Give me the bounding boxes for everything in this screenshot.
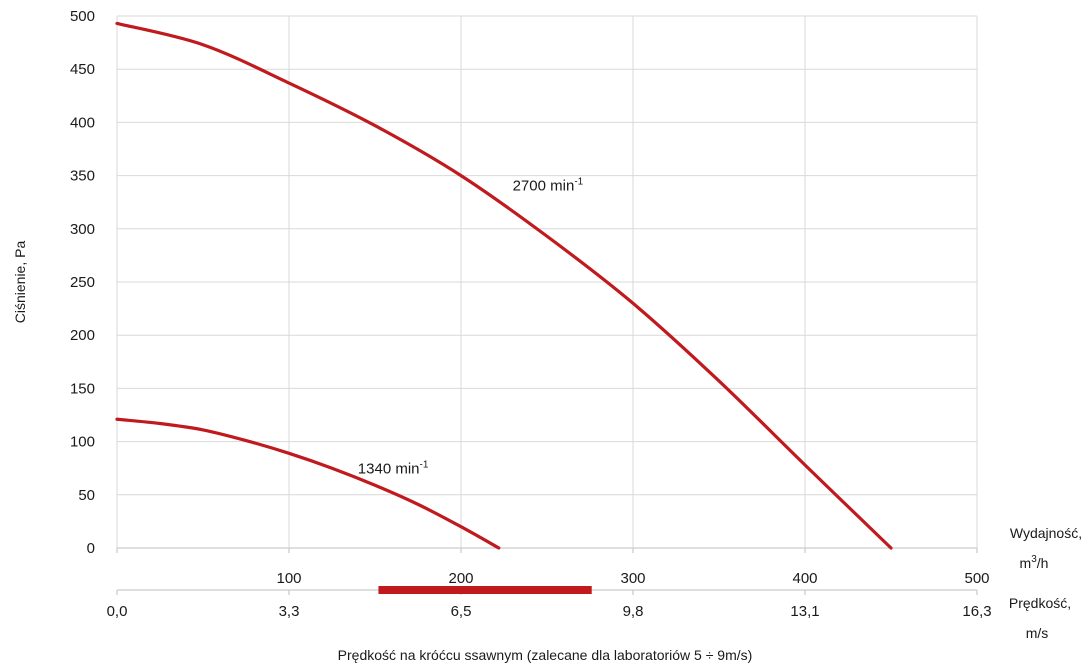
y-axis-label: Ciśnienie, Pa <box>12 241 28 324</box>
series-group: 2700 min-1 1340 min-1 <box>115 21 893 594</box>
y-tick-labels: 0 50 100 150 200 250 300 350 400 450 500 <box>70 8 95 557</box>
y-tick-label: 200 <box>70 327 95 344</box>
y-tick-label: 250 <box>70 274 95 291</box>
velocity-axis-label: Prędkość, <box>1009 595 1071 611</box>
x-tick-label: 500 <box>964 570 989 587</box>
flow-axis-unit: m3/h <box>1020 554 1049 571</box>
velocity-tick-labels: 0,0 3,3 6,5 9,8 13,1 16,3 <box>107 603 992 620</box>
flow-axis-label: Wydajność, <box>1010 525 1082 541</box>
y-tick-label: 0 <box>87 540 95 557</box>
velocity-tick-label: 0,0 <box>107 603 128 620</box>
series-line <box>115 417 501 550</box>
y-tick-label: 500 <box>70 8 95 25</box>
y-tick-label: 50 <box>78 487 95 504</box>
x-axis-title: Prędkość na króćcu ssawnym (zalecane dla… <box>338 647 753 663</box>
x-tick-label: 100 <box>276 570 301 587</box>
velocity-tick-label: 6,5 <box>451 603 472 620</box>
velocity-tick-label: 3,3 <box>279 603 300 620</box>
series-label: 2700 min-1 <box>513 176 584 194</box>
y-tick-label: 300 <box>70 221 95 238</box>
x-tick-labels: 100 200 300 400 500 <box>276 570 989 587</box>
velocity-tick-label: 16,3 <box>962 603 991 620</box>
grid <box>116 15 978 595</box>
series-line <box>115 21 893 550</box>
y-tick-label: 450 <box>70 61 95 78</box>
velocity-axis-unit: m/s <box>1026 625 1049 641</box>
y-tick-label: 350 <box>70 168 95 185</box>
y-tick-label: 400 <box>70 114 95 131</box>
velocity-tick-label: 13,1 <box>790 603 819 620</box>
y-tick-label: 100 <box>70 434 95 451</box>
x-tick-label: 200 <box>448 570 473 587</box>
axis-labels: Ciśnienie, Pa Wydajność, m3/h Prędkość, … <box>12 241 1082 663</box>
x-tick-label: 400 <box>792 570 817 587</box>
y-tick-label: 150 <box>70 380 95 397</box>
x-tick-label: 300 <box>620 570 645 587</box>
series-label: 1340 min-1 <box>358 460 429 478</box>
velocity-tick-label: 9,8 <box>623 603 644 620</box>
recommended-range-bar <box>378 586 592 594</box>
